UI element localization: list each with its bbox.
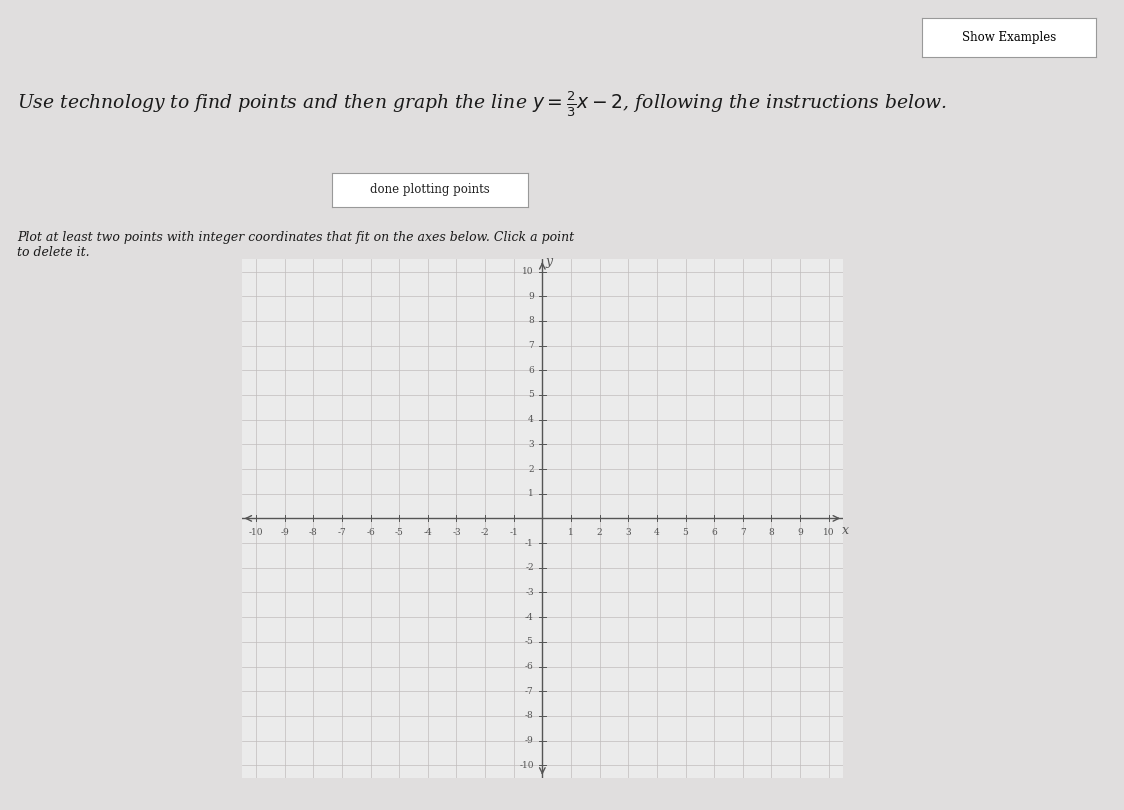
Text: -5: -5 (525, 637, 534, 646)
Text: 8: 8 (528, 317, 534, 326)
Text: 9: 9 (797, 528, 803, 537)
Text: -9: -9 (280, 528, 289, 537)
Text: -7: -7 (337, 528, 346, 537)
Text: 5: 5 (682, 528, 688, 537)
Text: -2: -2 (481, 528, 489, 537)
Text: 5: 5 (528, 390, 534, 399)
Text: -1: -1 (525, 539, 534, 548)
Text: 1: 1 (568, 528, 574, 537)
Text: 9: 9 (528, 292, 534, 301)
Text: Plot at least two points with integer coordinates that fit on the axes below. Cl: Plot at least two points with integer co… (17, 231, 574, 259)
Text: -8: -8 (525, 711, 534, 720)
Text: -5: -5 (395, 528, 404, 537)
Text: 3: 3 (625, 528, 631, 537)
Text: -3: -3 (525, 588, 534, 597)
Text: 2: 2 (597, 528, 602, 537)
Text: 1: 1 (528, 489, 534, 498)
Text: -6: -6 (525, 662, 534, 671)
Text: 7: 7 (740, 528, 745, 537)
Text: 6: 6 (528, 366, 534, 375)
Text: 7: 7 (528, 341, 534, 350)
Text: y: y (546, 254, 553, 267)
Text: 4: 4 (654, 528, 660, 537)
Text: -1: -1 (509, 528, 518, 537)
Text: -2: -2 (525, 563, 534, 573)
Text: 10: 10 (823, 528, 834, 537)
Text: -10: -10 (248, 528, 263, 537)
Text: Use technology to find points and then graph the line $y = \frac{2}{3}x - 2$, fo: Use technology to find points and then g… (17, 89, 946, 118)
Text: -4: -4 (525, 612, 534, 621)
Text: 8: 8 (769, 528, 774, 537)
Text: -10: -10 (519, 761, 534, 769)
Text: 10: 10 (523, 267, 534, 276)
Text: Show Examples: Show Examples (962, 31, 1055, 44)
Text: -3: -3 (452, 528, 461, 537)
Text: 6: 6 (711, 528, 717, 537)
Text: -9: -9 (525, 736, 534, 745)
Text: -6: -6 (366, 528, 375, 537)
Text: -8: -8 (309, 528, 318, 537)
Text: 2: 2 (528, 464, 534, 474)
Text: 3: 3 (528, 440, 534, 449)
Text: -7: -7 (525, 687, 534, 696)
Text: x: x (842, 524, 849, 537)
Text: 4: 4 (528, 416, 534, 424)
Text: -4: -4 (424, 528, 432, 537)
Text: done plotting points: done plotting points (370, 183, 490, 196)
